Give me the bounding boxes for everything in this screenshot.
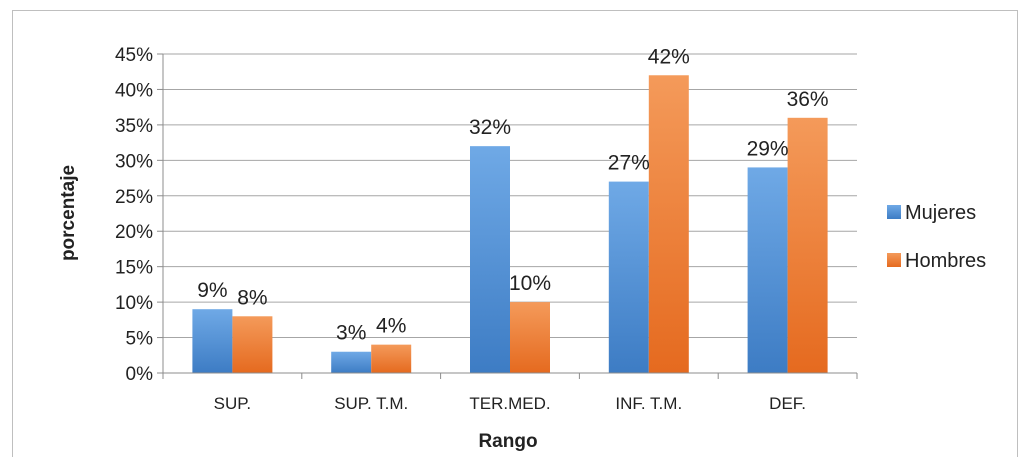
bars [192, 75, 828, 374]
y-tick-label: 25% [115, 187, 153, 208]
bar-hombres [648, 75, 689, 374]
x-axis-title: Rango [478, 431, 537, 452]
y-tick-label: 35% [115, 116, 153, 137]
x-tick-label: TER.MED. [469, 394, 550, 413]
y-tick-label: 15% [115, 258, 153, 279]
axes: 0% 5% 10% 15% 20% 25% 30% 35% 40% 45% SUP. SUP. T.M… [115, 45, 858, 413]
data-label: 3% [336, 322, 366, 345]
x-tick-label: SUP. T.M. [334, 394, 408, 413]
data-label: 42% [648, 45, 690, 68]
data-labels: 9% 3% 32% 27% 29% 8% 4% 10% 42% 36% [197, 45, 828, 344]
legend-label: Mujeres [905, 202, 976, 224]
data-label: 8% [237, 286, 267, 309]
x-tick-label: SUP. [214, 394, 252, 413]
legend: Mujeres Hombres [887, 202, 986, 272]
bar-hombres [787, 117, 828, 373]
legend-swatch-hombres [887, 253, 901, 267]
legend-swatch-mujeres [887, 205, 901, 219]
y-tick-label: 20% [115, 222, 153, 243]
data-label: 29% [747, 137, 789, 160]
bar-mujeres [747, 167, 788, 373]
y-tick-label: 5% [126, 329, 154, 350]
bar-mujeres [608, 181, 649, 373]
data-label: 27% [608, 152, 650, 175]
data-label: 36% [787, 88, 829, 111]
y-axis-title: porcentaje [58, 165, 79, 261]
data-label: 4% [376, 315, 406, 338]
bar-hombres [510, 302, 550, 373]
chart-frame [12, 10, 1018, 457]
legend-label: Hombres [905, 250, 986, 272]
bar-mujeres [331, 351, 372, 373]
bar-mujeres [192, 309, 233, 373]
y-tick-label: 0% [126, 364, 154, 385]
y-tick-label: 40% [115, 80, 153, 101]
y-tick-label: 45% [115, 45, 153, 66]
y-tick-label: 30% [115, 151, 153, 172]
bar-mujeres [470, 146, 510, 373]
data-label: 10% [509, 272, 551, 295]
data-label: 9% [197, 279, 227, 302]
x-tick-label: INF. T.M. [615, 394, 682, 413]
x-tick-label: DEF. [769, 394, 806, 413]
y-tick-label: 10% [115, 293, 153, 314]
data-label: 32% [469, 116, 511, 139]
bar-hombres [232, 316, 273, 373]
bar-hombres [371, 344, 412, 373]
